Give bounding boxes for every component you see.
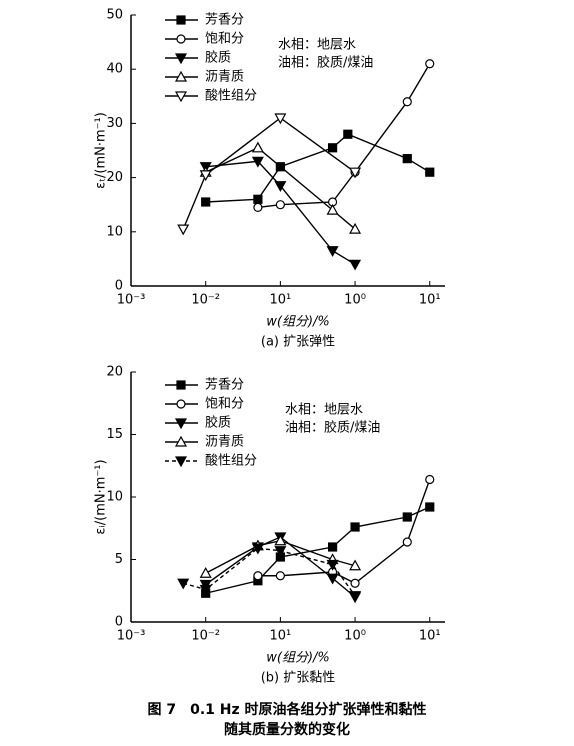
- x-tick-label: 10¹: [269, 293, 291, 308]
- marker: [350, 522, 360, 532]
- marker: [402, 154, 412, 164]
- marker: [274, 113, 287, 125]
- x-tick-label: 10⁰: [344, 293, 366, 308]
- y-tick-label: 0: [115, 615, 123, 630]
- series-line: [257, 479, 431, 585]
- marker: [349, 167, 362, 179]
- y-tick-label: 20: [106, 170, 123, 185]
- marker: [349, 559, 362, 571]
- annotation: 油相：胶质/煤油: [285, 420, 380, 436]
- x-tick-label: 10⁻²: [191, 629, 220, 644]
- marker: [176, 380, 186, 390]
- marker: [327, 542, 338, 552]
- marker: [253, 194, 263, 204]
- marker: [177, 224, 190, 236]
- series-line: [183, 547, 356, 597]
- marker: [425, 502, 435, 512]
- y-axis-label: εᵢ/(mN·m⁻¹): [94, 459, 109, 534]
- marker: [176, 15, 186, 25]
- y-tick-label: 10: [106, 490, 123, 505]
- x-tick-label: 10¹: [419, 629, 441, 644]
- annotation: 油相：胶质/煤油: [278, 55, 373, 71]
- marker: [177, 578, 190, 590]
- marker: [425, 59, 435, 69]
- y-tick-label: 50: [106, 8, 123, 23]
- x-axis-label: w(组分)/%: [266, 315, 330, 330]
- marker: [176, 399, 186, 409]
- y-tick-label: 0: [115, 279, 123, 294]
- subtitle: (a) 扩张弹性: [261, 335, 335, 350]
- y-axis-label: εₜ/(mN·m⁻¹): [94, 112, 109, 189]
- y-tick-label: 15: [106, 427, 123, 442]
- x-tick-label: 10¹: [419, 293, 441, 308]
- y-tick-label: 10: [106, 224, 123, 239]
- y-tick-label: 40: [106, 62, 123, 77]
- marker: [326, 246, 339, 258]
- marker: [343, 129, 353, 139]
- marker: [402, 97, 412, 107]
- marker: [402, 512, 412, 522]
- marker: [425, 167, 435, 177]
- y-tick-label: 20: [106, 365, 123, 380]
- marker: [274, 546, 287, 557]
- legend-label: 沥青质: [205, 70, 244, 85]
- x-tick-label: 10⁻³: [117, 293, 146, 308]
- x-tick-label: 10¹: [269, 629, 291, 644]
- marker: [174, 435, 188, 447]
- marker: [349, 259, 362, 271]
- marker: [275, 200, 285, 210]
- y-tick-label: 5: [115, 552, 123, 567]
- marker: [425, 474, 435, 485]
- legend-label: 沥青质: [205, 435, 244, 450]
- marker: [251, 156, 264, 168]
- legend-label: 饱和分: [205, 397, 244, 412]
- marker: [174, 91, 188, 103]
- caption: 图 7 0.1 Hz 时原油各组分扩张弹性和黏性: [147, 701, 426, 718]
- marker: [326, 573, 339, 585]
- marker: [326, 559, 339, 571]
- x-tick-label: 10⁻³: [117, 629, 146, 644]
- marker: [199, 567, 212, 578]
- annotation: 水相：地层水: [285, 403, 363, 418]
- marker: [199, 584, 212, 596]
- marker: [251, 543, 264, 555]
- marker: [251, 141, 264, 153]
- legend-label: 胶质: [205, 50, 231, 66]
- legend-label: 胶质: [205, 415, 231, 431]
- legend-label: 芳香分: [205, 13, 244, 28]
- marker: [274, 534, 287, 546]
- marker: [174, 456, 188, 468]
- marker: [274, 181, 287, 192]
- marker: [199, 170, 212, 182]
- annotation: 水相：地层水: [278, 38, 356, 53]
- marker: [174, 418, 188, 430]
- marker: [174, 70, 188, 82]
- legend-label: 芳香分: [205, 378, 244, 393]
- marker: [402, 537, 412, 547]
- marker: [253, 202, 263, 213]
- marker: [174, 53, 188, 65]
- marker: [327, 143, 338, 153]
- series-line: [182, 117, 356, 230]
- legend-label: 酸性组分: [205, 454, 257, 469]
- marker: [350, 578, 360, 588]
- y-tick-label: 30: [106, 116, 123, 131]
- marker: [275, 571, 285, 581]
- legend-label: 饱和分: [205, 32, 244, 47]
- marker: [349, 222, 362, 234]
- marker: [176, 34, 186, 44]
- marker: [201, 197, 211, 207]
- caption: 随其质量分数的变化: [224, 721, 350, 738]
- marker: [326, 203, 339, 215]
- legend-label: 酸性组分: [205, 89, 257, 104]
- subtitle: (b) 扩张黏性: [261, 670, 336, 686]
- x-axis-label: w(组分)/%: [266, 651, 330, 666]
- marker: [253, 571, 263, 581]
- x-tick-label: 10⁰: [344, 629, 366, 644]
- series-line: [205, 146, 356, 230]
- marker: [349, 591, 362, 602]
- x-tick-label: 10⁻²: [191, 293, 220, 308]
